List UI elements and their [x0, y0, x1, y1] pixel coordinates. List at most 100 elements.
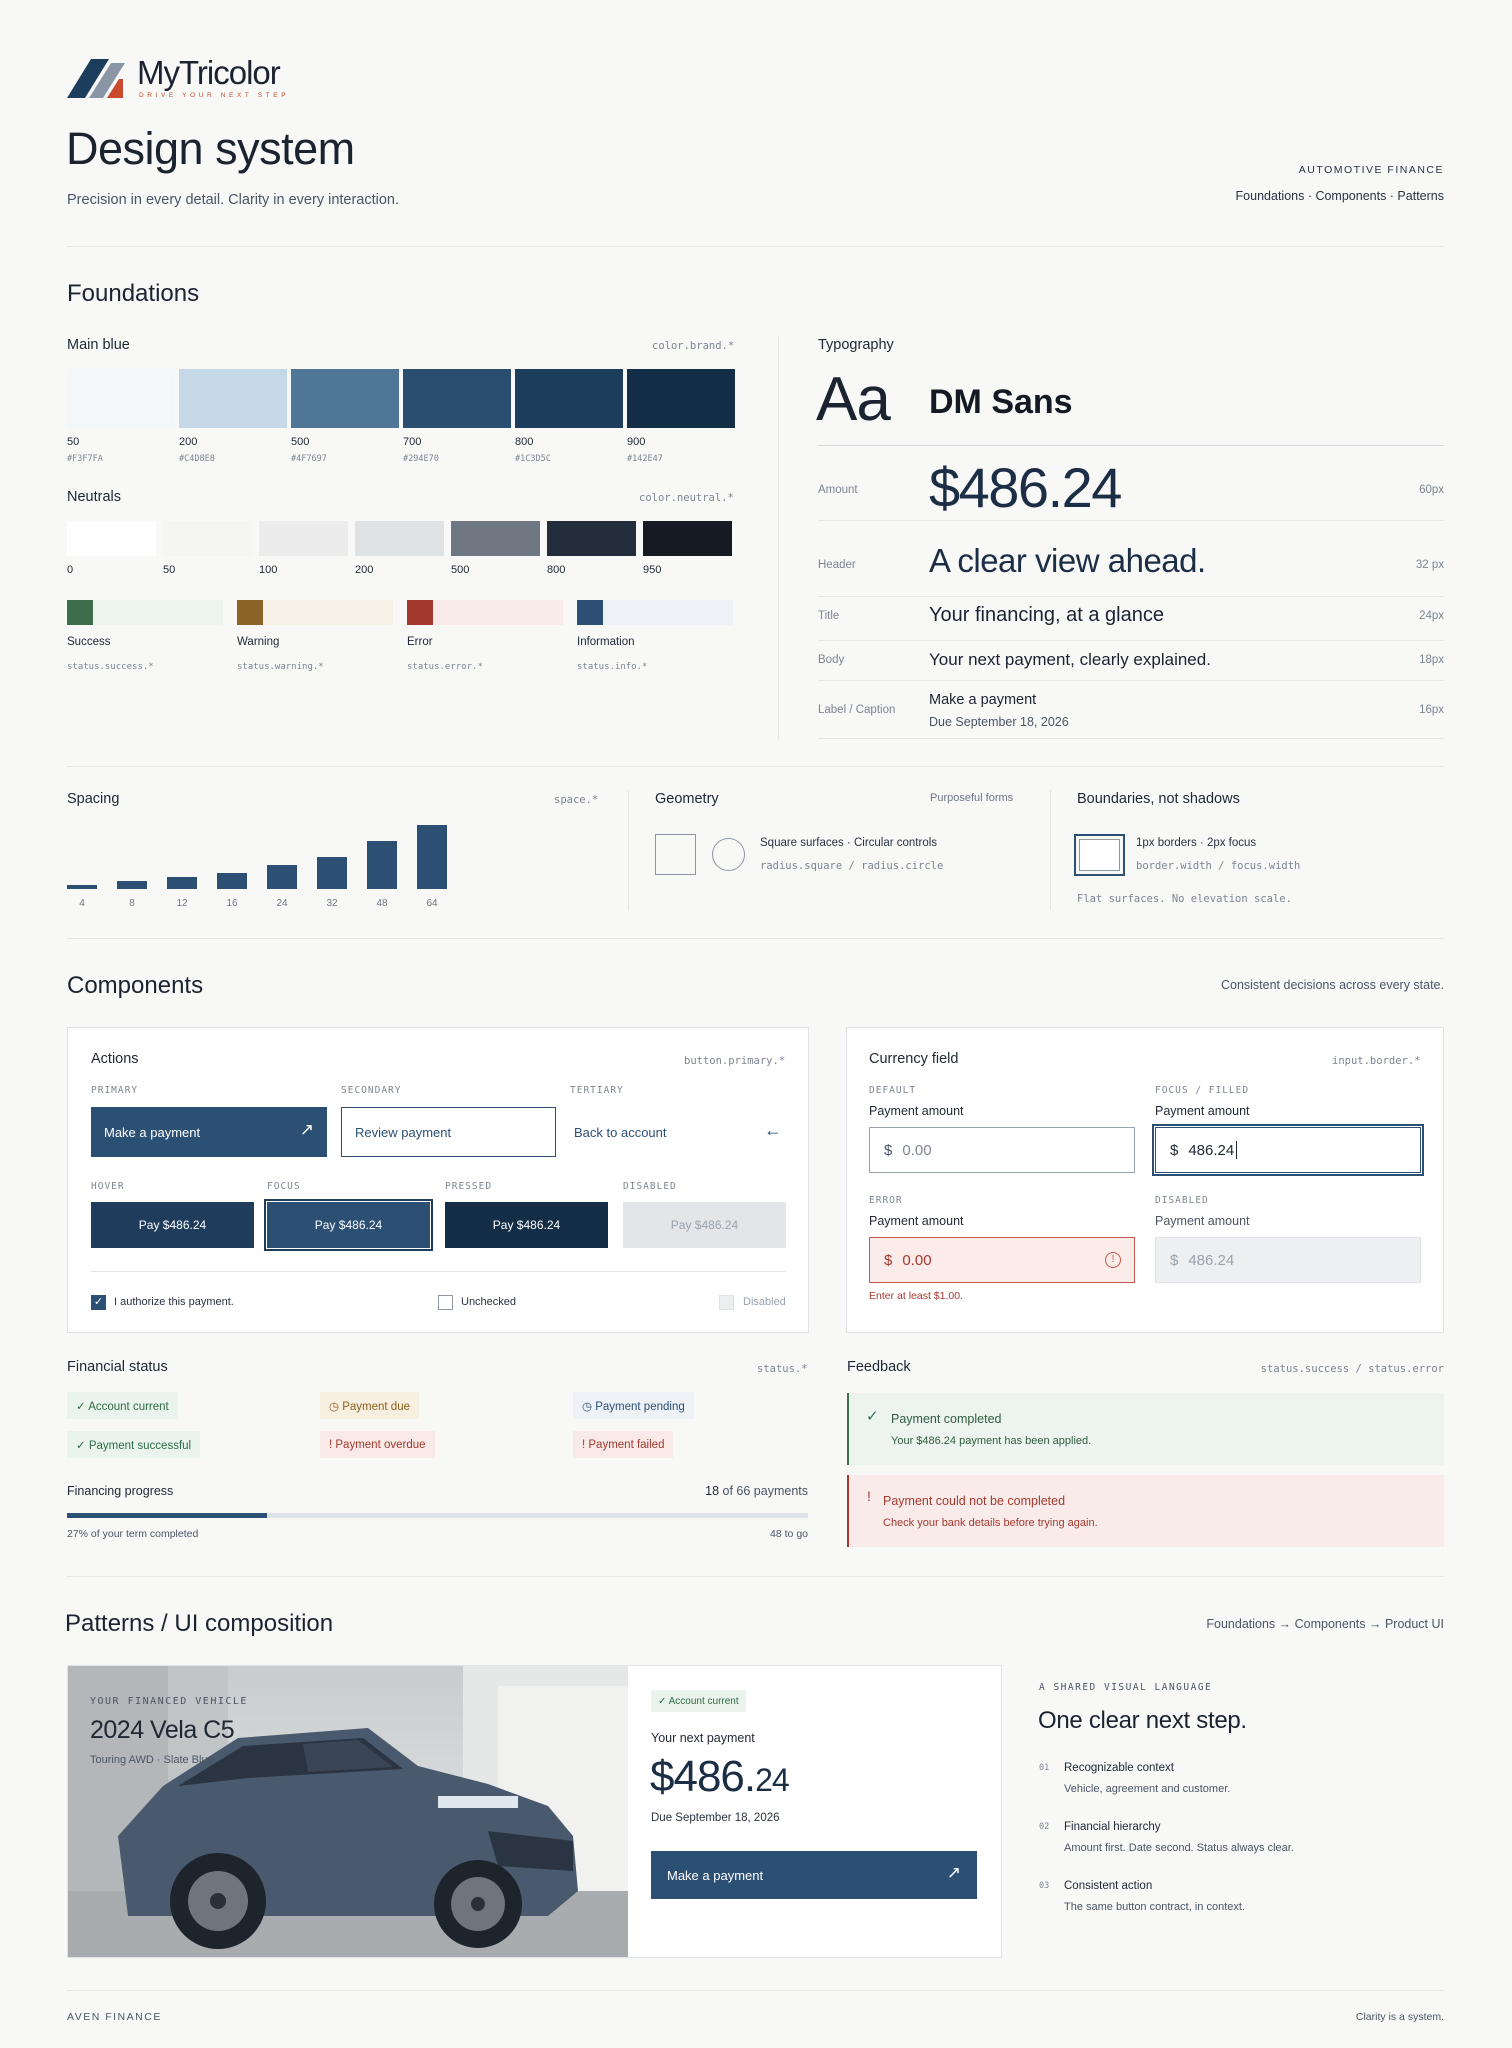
- blue-swatch-hex: #4F7697: [291, 454, 327, 464]
- payment-amount-input-focus[interactable]: $ 486.24: [1155, 1127, 1421, 1173]
- blue-swatch-name: 900: [627, 436, 646, 448]
- make-payment-cta[interactable]: Make a payment ↗: [651, 1851, 977, 1899]
- components-title: Components: [67, 972, 204, 999]
- point-title: Consistent action: [1064, 1880, 1153, 1892]
- blue-swatch-name: 200: [179, 436, 198, 448]
- progress-left-caption: 27% of your term completed: [67, 1528, 199, 1540]
- status-swatch-soft: [603, 600, 733, 625]
- progress-right-caption: 48 to go: [770, 1528, 808, 1540]
- spacing-bar-12: [167, 877, 197, 889]
- progress-label: Financing progress: [67, 1484, 174, 1498]
- logo-wordmark: MyTricolor: [137, 54, 281, 91]
- point-body: Vehicle, agreement and customer.: [1064, 1783, 1231, 1795]
- status-swatch-strong: [577, 600, 603, 625]
- status-token: status.error.*: [407, 662, 483, 672]
- payment-amount-input-error[interactable]: $ 0.00 !: [869, 1237, 1135, 1283]
- boundaries-text: 1px borders · 2px focus: [1136, 837, 1257, 849]
- column-divider: [778, 336, 779, 739]
- field-error-label: Payment amount: [869, 1214, 964, 1228]
- currency-symbol: $: [884, 1141, 893, 1159]
- status-swatch-soft: [93, 600, 223, 625]
- point-number: 01: [1039, 1763, 1050, 1773]
- make-payment-button[interactable]: Make a payment ↗: [91, 1107, 327, 1157]
- review-payment-button[interactable]: Review payment: [341, 1107, 556, 1157]
- blue-swatch-800: [515, 369, 623, 428]
- patterns-note: Foundations → Components → Product UI: [1206, 1617, 1444, 1631]
- check-icon: ✓: [866, 1408, 879, 1425]
- logo-mark-icon: [67, 59, 125, 98]
- neutral-swatch-0: [67, 521, 156, 556]
- typography-sample: Aa: [816, 365, 891, 434]
- account-current-chip: ✓ Account current: [651, 1690, 746, 1712]
- status-name: Success: [67, 636, 111, 648]
- feedback-token: status.success / status.error: [1260, 1363, 1444, 1375]
- spacing-value: 64: [426, 898, 438, 909]
- car-illustration: [68, 1666, 628, 1957]
- focus-ring: [1152, 1124, 1424, 1176]
- status-swatch-soft: [263, 600, 393, 625]
- status-token: status.warning.*: [237, 662, 324, 672]
- boundaries-note: Flat surfaces. No elevation scale.: [1077, 893, 1292, 905]
- checkbox-checked[interactable]: ✓: [91, 1295, 106, 1310]
- status-token: status.info.*: [577, 662, 648, 672]
- blue-swatch-900: [627, 369, 735, 428]
- status-swatch-strong: [67, 600, 93, 625]
- neutrals-token: color.neutral.*: [639, 492, 734, 504]
- success-alert: ✓ Payment completed Your $486.24 payment…: [847, 1393, 1444, 1465]
- checkbox-unchecked[interactable]: [438, 1295, 453, 1310]
- point-body: The same button contract, in context.: [1064, 1901, 1245, 1913]
- blue-swatch-name: 800: [515, 436, 534, 448]
- column-divider: [1050, 790, 1051, 910]
- tertiary-caption: TERTIARY: [570, 1085, 624, 1096]
- type-row-body: Body Your next payment, clearly explaine…: [818, 642, 1444, 681]
- geometry-token: radius.square / radius.circle: [760, 860, 944, 872]
- payment-amount-input-default[interactable]: $ 0.00: [869, 1127, 1135, 1173]
- blue-swatch-name: 50: [67, 436, 80, 448]
- status-swatch-strong: [237, 600, 263, 625]
- hover-caption: HOVER: [91, 1181, 125, 1192]
- status-swatch-strong: [407, 600, 433, 625]
- header-nav[interactable]: Foundations · Components · Patterns: [1235, 189, 1444, 203]
- blue-swatch-200: [179, 369, 287, 428]
- progress-track: [67, 1513, 808, 1518]
- success-body: Your $486.24 payment has been applied.: [891, 1435, 1092, 1447]
- chip-payment-successful: ✓ Payment successful: [67, 1431, 201, 1458]
- blue-swatch-hex: #C4D8E8: [179, 454, 215, 464]
- actions-card: [67, 1027, 809, 1333]
- payment-amount-input-disabled: $ 486.24: [1155, 1237, 1421, 1283]
- currency-symbol: $: [1170, 1141, 1179, 1159]
- neutral-swatch-800: [547, 521, 636, 556]
- column-divider: [628, 790, 629, 910]
- point-title: Recognizable context: [1064, 1762, 1174, 1774]
- spacing-bar-64: [417, 825, 447, 889]
- divider: [67, 938, 1444, 939]
- currency-symbol: $: [884, 1251, 893, 1269]
- amount-main: $486.: [650, 1752, 756, 1801]
- spacing-value: 4: [79, 898, 85, 909]
- focus-caption: FOCUS: [267, 1181, 301, 1192]
- boundaries-token: border.width / focus.width: [1136, 860, 1301, 872]
- arrow-up-right-icon: ↗: [299, 1120, 314, 1139]
- field-default-label: Payment amount: [869, 1104, 964, 1118]
- spacing-label: Spacing: [67, 791, 120, 807]
- neutral-swatch-name: 500: [451, 564, 470, 576]
- blue-swatch-hex: #142E47: [627, 454, 663, 464]
- spacing-value: 8: [129, 898, 135, 909]
- main-blue-token: color.brand.*: [652, 340, 735, 352]
- arrow-up-right-icon: ↗: [946, 1863, 961, 1882]
- neutral-swatch-500: [451, 521, 540, 556]
- currency-token: input.border.*: [1332, 1055, 1421, 1067]
- spacing-token: space.*: [554, 794, 599, 806]
- neutrals-label: Neutrals: [67, 489, 121, 505]
- chip-payment-failed: ! Payment failed: [573, 1431, 674, 1458]
- spacing-bar-4: [67, 885, 97, 889]
- neutral-swatch-950: [643, 521, 732, 556]
- field-focus-label: Payment amount: [1155, 1104, 1250, 1118]
- pay-button-focus[interactable]: Pay $486.24: [267, 1202, 430, 1248]
- back-to-account-button[interactable]: Back to account ←: [570, 1107, 786, 1157]
- pay-button-hover[interactable]: Pay $486.24: [91, 1202, 254, 1248]
- checkbox-disabled: [719, 1295, 734, 1310]
- pay-button-pressed[interactable]: Pay $486.24: [445, 1202, 608, 1248]
- spacing-bar-8: [117, 881, 147, 889]
- field-default-caption: DEFAULT: [869, 1085, 917, 1096]
